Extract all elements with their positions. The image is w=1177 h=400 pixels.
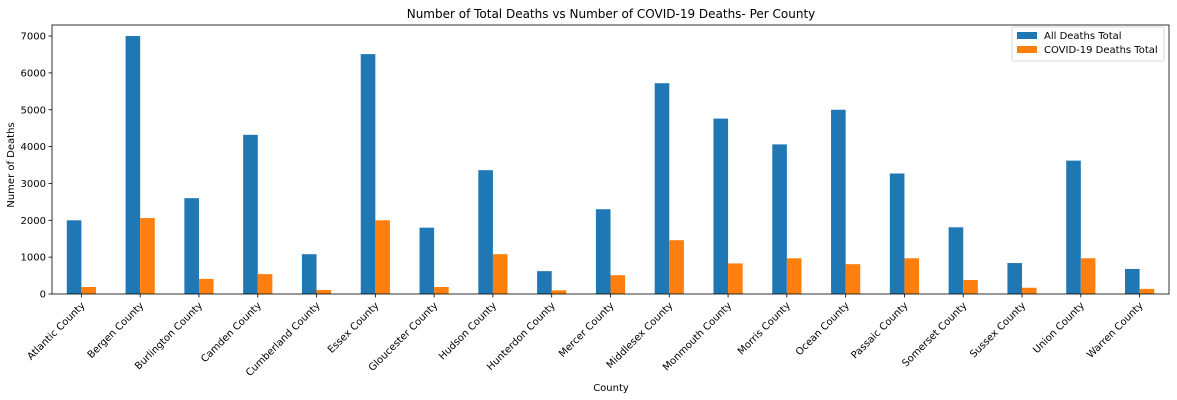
legend-label: All Deaths Total — [1044, 31, 1122, 42]
x-tick-label: Essex County — [326, 300, 382, 356]
legend-box — [1011, 26, 1165, 62]
bar-covid-deaths — [375, 220, 390, 294]
x-axis-label: County — [593, 383, 629, 394]
bar-covid-deaths — [551, 290, 567, 294]
bar-all-deaths — [1007, 263, 1023, 294]
x-tick-label: Union County — [1031, 300, 1087, 356]
bar-all-deaths — [66, 220, 82, 294]
x-tick-label: Somerset County — [900, 300, 969, 369]
y-tick-label: 2000 — [21, 216, 46, 227]
bar-all-deaths — [595, 209, 611, 294]
bar-all-deaths — [654, 83, 670, 294]
y-tick-label: 1000 — [21, 253, 46, 264]
bar-covid-deaths — [257, 274, 273, 294]
y-tick-label: 3000 — [21, 179, 46, 190]
bar-covid-deaths — [1080, 258, 1096, 294]
y-tick-label: 7000 — [21, 32, 46, 43]
x-tick-label: Hunterdon County — [485, 300, 558, 373]
bar-covid-deaths — [1139, 288, 1155, 294]
bar-all-deaths — [184, 198, 199, 294]
y-axis: 0 1000 2000 3000 4000 5000 6000 7000 — [21, 32, 52, 301]
y-axis-label: Numer of Deaths — [6, 122, 17, 207]
bar-all-deaths — [772, 144, 787, 294]
bar-all-deaths — [889, 173, 905, 294]
bar-all-deaths — [1125, 268, 1140, 294]
bar-covid-deaths — [963, 280, 978, 294]
bar-all-deaths — [1066, 160, 1081, 294]
y-tick-label: 6000 — [21, 68, 46, 79]
x-tick-label: Atlantic County — [25, 300, 87, 362]
bar-all-deaths — [419, 227, 435, 294]
bar-covid-deaths — [610, 275, 626, 294]
chart-title: Number of Total Deaths vs Number of COVI… — [407, 7, 816, 21]
bar-covid-deaths — [1022, 287, 1037, 294]
legend-swatch — [1017, 32, 1037, 39]
x-tick-label: Passaic County — [850, 300, 911, 361]
x-tick-label: Morris County — [736, 300, 793, 357]
bar-covid-deaths — [140, 218, 155, 294]
y-tick-label: 4000 — [21, 142, 46, 153]
x-tick-label: Middlesex County — [605, 300, 676, 371]
bar-all-deaths — [243, 134, 258, 294]
plot-area — [51, 24, 1170, 295]
bar-covid-deaths — [904, 258, 920, 294]
bar-all-deaths — [831, 109, 846, 294]
x-tick-label: Mercer County — [557, 300, 617, 360]
bar-covid-deaths — [316, 289, 332, 294]
bar-all-deaths — [478, 170, 493, 294]
bar-all-deaths — [125, 36, 141, 295]
bar-covid-deaths — [492, 254, 508, 294]
bar-covid-deaths — [81, 287, 96, 294]
bar-covid-deaths — [198, 278, 214, 294]
bar-all-deaths — [301, 254, 317, 294]
legend-label: COVID-19 Deaths Total — [1044, 45, 1158, 56]
x-tick-label: Burlington County — [133, 300, 205, 372]
x-tick-label: Hudson County — [437, 300, 499, 362]
legend: All Deaths Total COVID-19 Deaths Total — [1011, 26, 1165, 62]
x-tick-label: Camden County — [199, 300, 264, 365]
legend-swatch — [1017, 46, 1037, 53]
x-tick-label: Sussex County — [968, 300, 1028, 360]
bar-covid-deaths — [845, 264, 861, 294]
bar-all-deaths — [948, 227, 964, 294]
x-tick-label: Bergen County — [86, 300, 147, 361]
y-tick-label: 5000 — [21, 105, 46, 116]
bar-covid-deaths — [434, 287, 449, 294]
bar-covid-deaths — [786, 258, 802, 294]
x-tick-label: Ocean County — [794, 300, 852, 358]
bar-covid-deaths — [728, 263, 743, 294]
bar-all-deaths — [713, 118, 729, 294]
y-tick-label: 0 — [40, 290, 46, 301]
bar-all-deaths — [360, 54, 376, 294]
x-tick-label: Warren County — [1085, 300, 1146, 361]
bar-covid-deaths — [669, 240, 684, 294]
bar-all-deaths — [537, 271, 552, 294]
